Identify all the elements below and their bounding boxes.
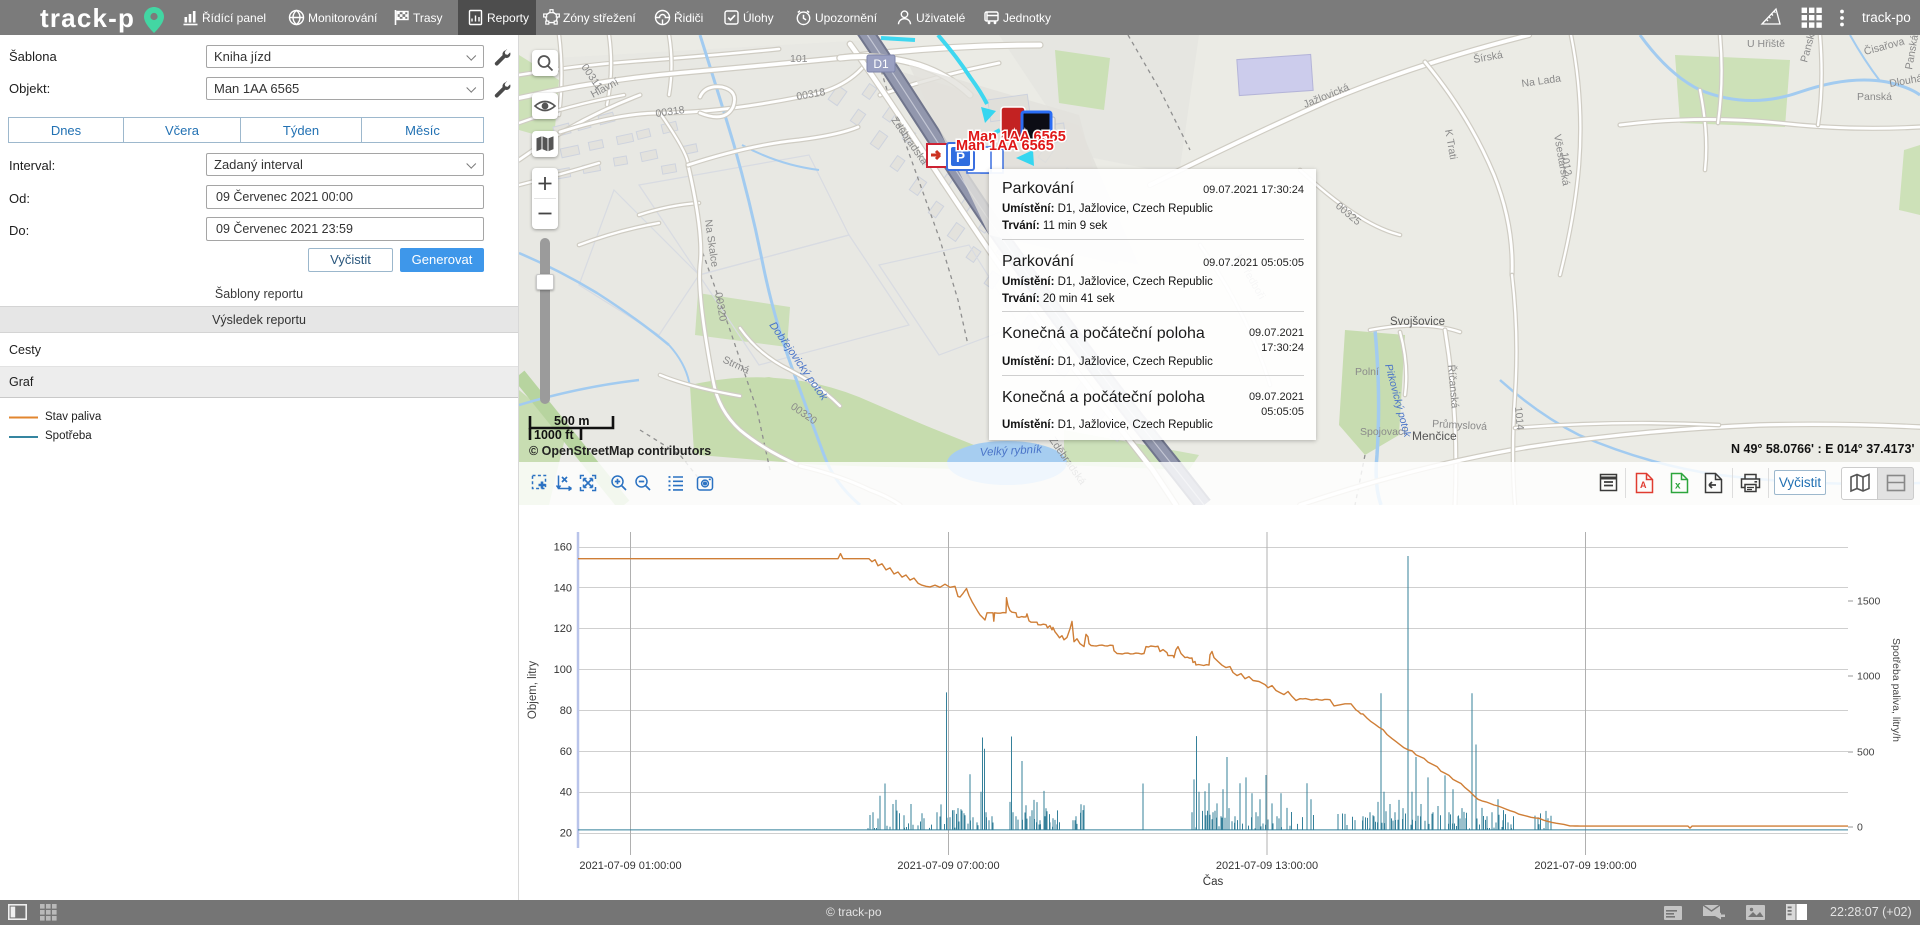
- svg-text:2021-07-09 01:00:00: 2021-07-09 01:00:00: [579, 860, 681, 872]
- svg-text:© OpenStreetMap contributors: © OpenStreetMap contributors: [529, 444, 711, 458]
- svg-text:1000 ft: 1000 ft: [534, 428, 574, 442]
- svg-text:2021-07-09 13:00:00: 2021-07-09 13:00:00: [1216, 860, 1318, 872]
- svg-text:D1: D1: [873, 57, 889, 71]
- svg-text:500: 500: [1857, 747, 1875, 759]
- svg-text:Spotřeba paliva, litry/h: Spotřeba paliva, litry/h: [1890, 638, 1902, 742]
- svg-text:140: 140: [554, 582, 572, 594]
- svg-text:1500: 1500: [1857, 596, 1881, 608]
- svg-text:00318: 00318: [795, 86, 826, 103]
- svg-text:101: 101: [790, 53, 808, 65]
- svg-text:Panská: Panská: [1857, 91, 1892, 103]
- svg-text:Panská: Panská: [1903, 35, 1920, 71]
- svg-text:160: 160: [554, 542, 572, 554]
- svg-text:1000: 1000: [1857, 671, 1881, 683]
- svg-text:100: 100: [554, 664, 572, 676]
- svg-text:00318: 00318: [655, 104, 686, 120]
- svg-text:Objem, litry: Objem, litry: [527, 661, 539, 719]
- svg-text:20: 20: [560, 828, 572, 840]
- svg-text:Šírská: Šírská: [1472, 48, 1504, 66]
- svg-text:Man 1AA 6565: Man 1AA 6565: [956, 138, 1054, 154]
- svg-text:1014: 1014: [1512, 406, 1526, 430]
- svg-text:00320: 00320: [712, 291, 729, 322]
- svg-text:500 m: 500 m: [554, 414, 589, 428]
- svg-text:120: 120: [554, 623, 572, 635]
- svg-text:Říčanská: Říčanská: [1445, 364, 1462, 409]
- svg-text:2021-07-09 19:00:00: 2021-07-09 19:00:00: [1534, 860, 1636, 872]
- svg-text:Dlouhá: Dlouhá: [1888, 72, 1920, 90]
- svg-text:40: 40: [560, 787, 572, 799]
- svg-text:x: x: [1675, 481, 1681, 492]
- svg-text:80: 80: [560, 705, 572, 717]
- svg-text:Polní: Polní: [1355, 366, 1379, 378]
- svg-text:K Trati: K Trati: [1442, 128, 1459, 160]
- svg-text:Čas: Čas: [1203, 875, 1224, 888]
- svg-text:Na Lada: Na Lada: [1521, 73, 1562, 90]
- svg-text:Spojovací: Spojovací: [1360, 426, 1406, 438]
- svg-text:2021-07-09 07:00:00: 2021-07-09 07:00:00: [897, 860, 999, 872]
- svg-text:Menčice: Menčice: [1412, 429, 1457, 443]
- svg-text:Svojšovice: Svojšovice: [1390, 316, 1445, 328]
- svg-text:A: A: [1640, 480, 1647, 490]
- svg-text:P: P: [956, 150, 965, 165]
- svg-text:60: 60: [560, 746, 572, 758]
- svg-text:Průmyslová: Průmyslová: [1432, 418, 1488, 433]
- svg-text:U Hřiště: U Hřiště: [1747, 38, 1785, 50]
- svg-text:Man 1AA 6565: Man 1AA 6565: [968, 129, 1066, 145]
- svg-text:0: 0: [1857, 822, 1863, 834]
- svg-text:Velký rybník: Velký rybník: [980, 444, 1044, 459]
- svg-text:1012: 1012: [1558, 151, 1574, 176]
